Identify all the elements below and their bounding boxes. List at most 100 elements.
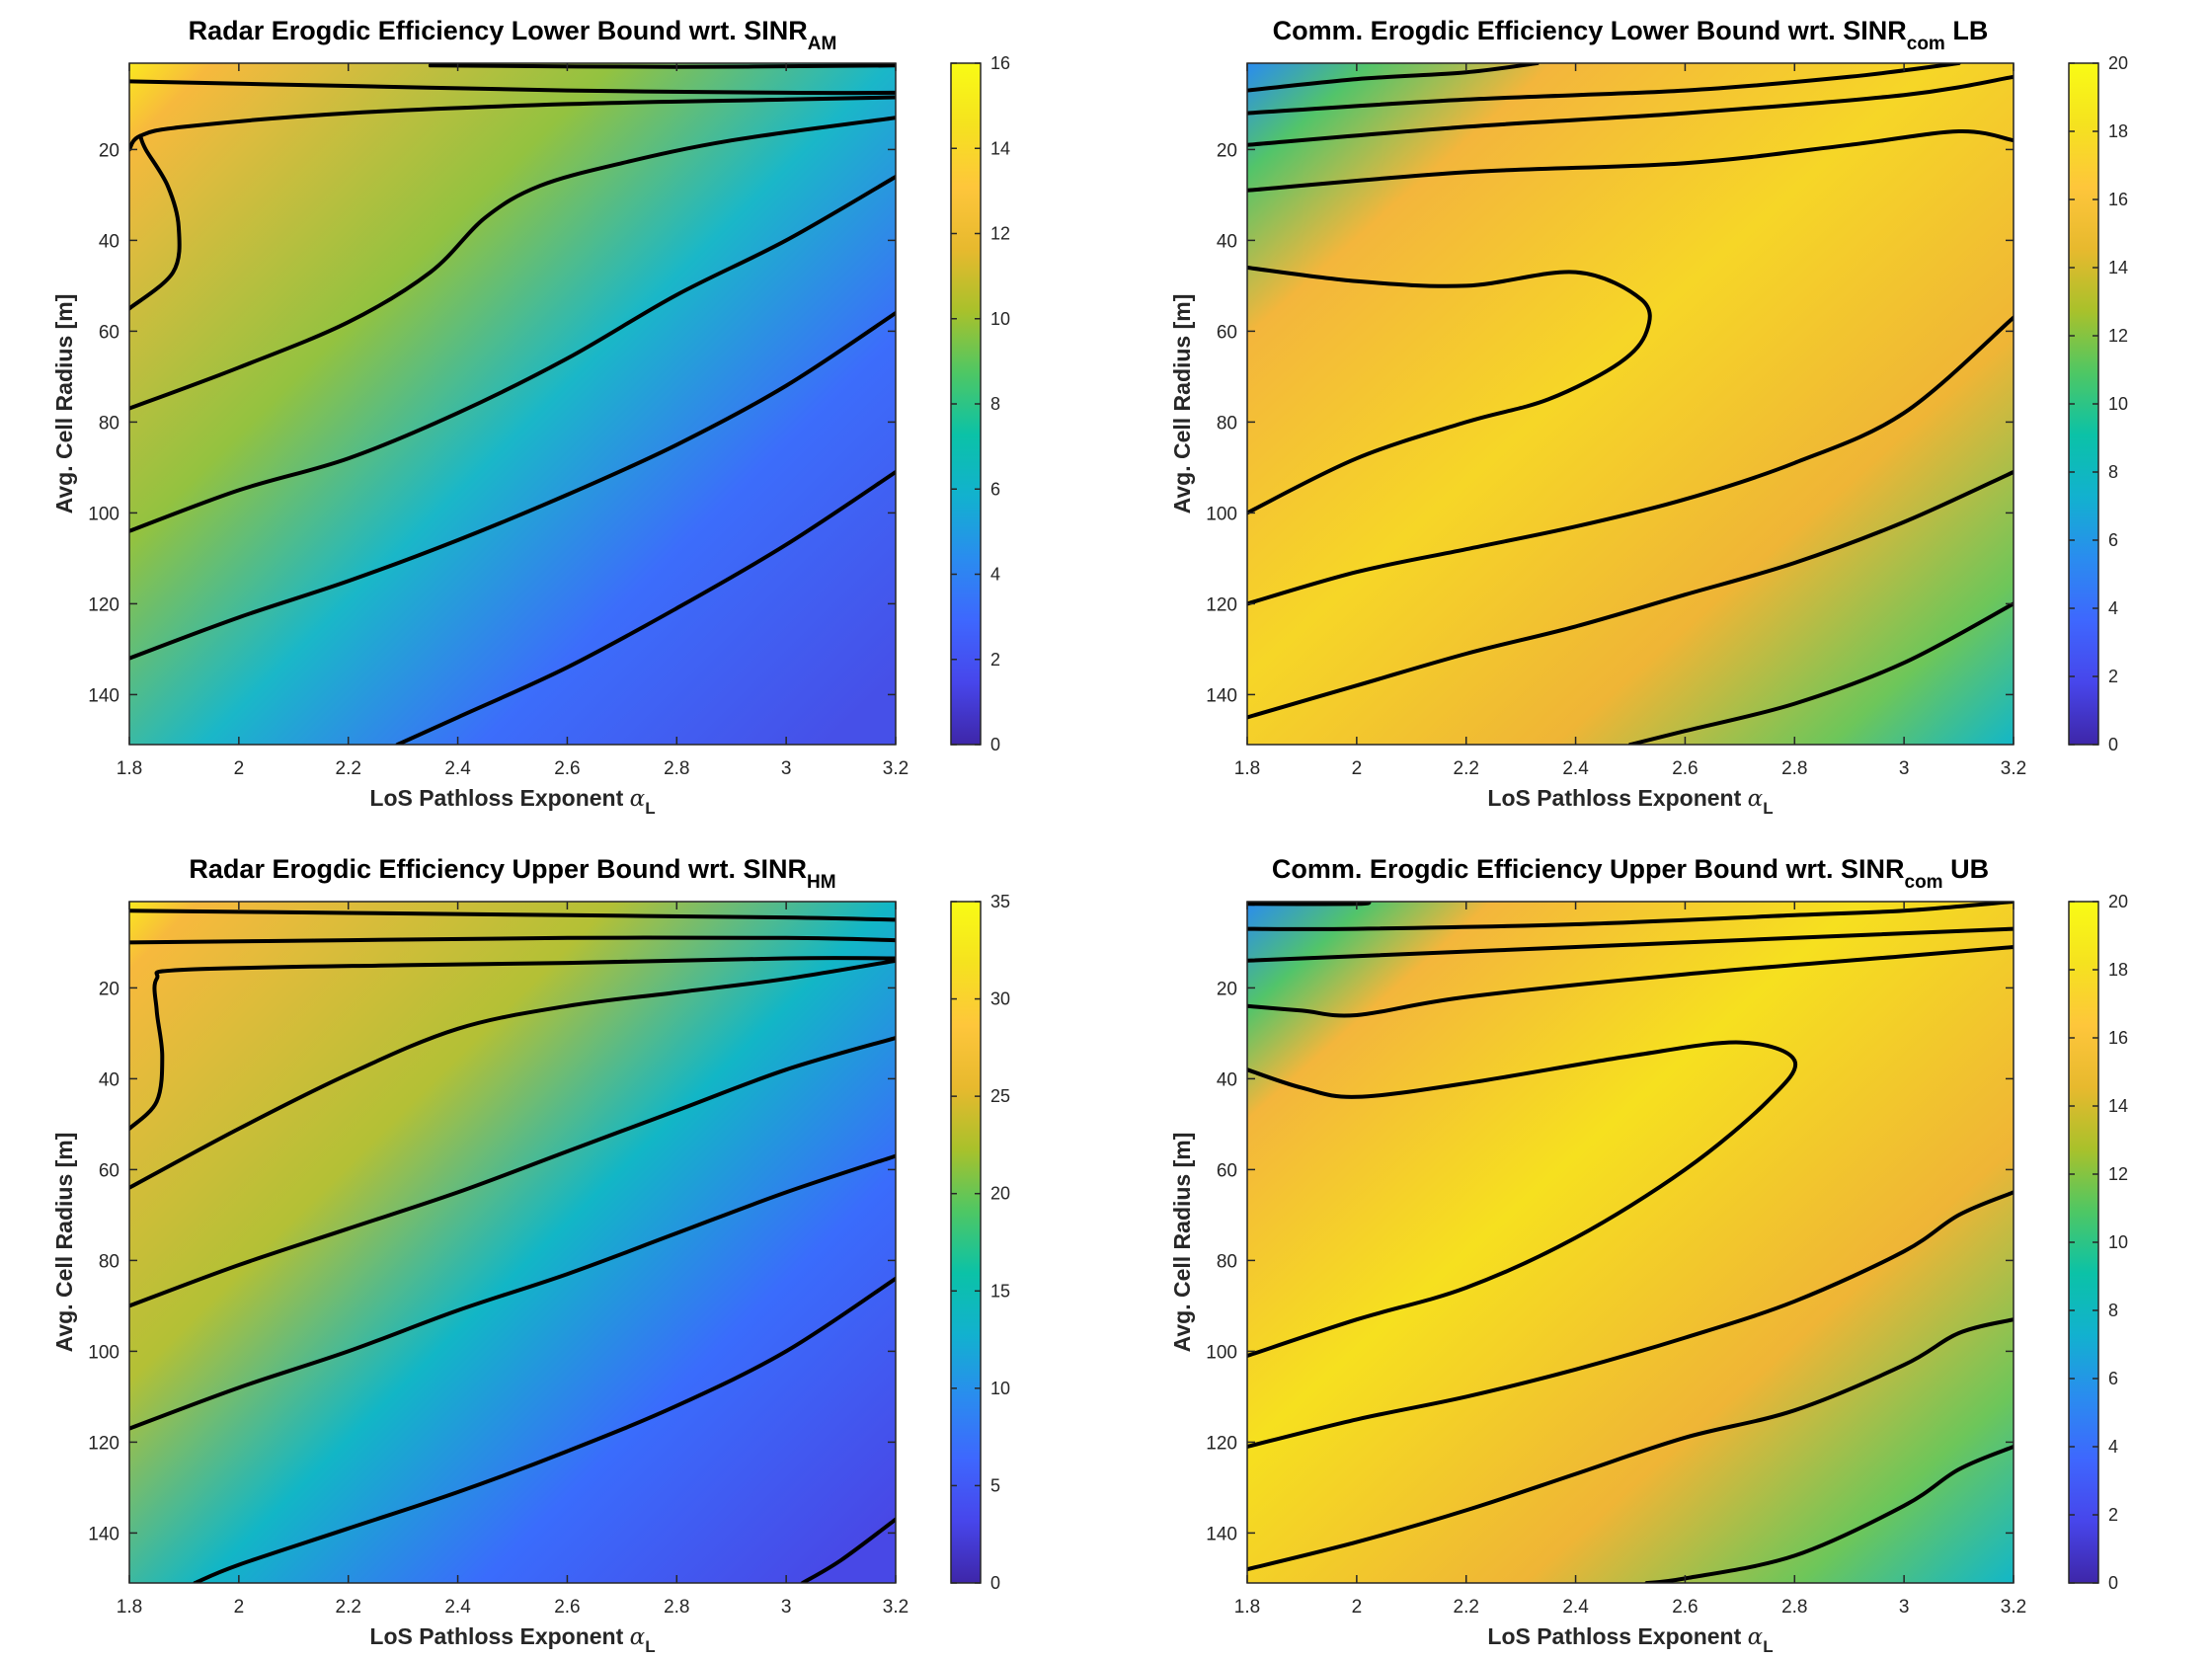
- contour-line-7: [129, 311, 896, 661]
- axes-frame: [1246, 901, 2014, 1584]
- colorbar-scale: [950, 901, 982, 1584]
- colorbar-tick-label: 10: [990, 1379, 1010, 1398]
- chart-title: Radar Erogdic Efficiency Upper Bound wrt…: [189, 854, 835, 893]
- colorbar-tick-label: 5: [990, 1475, 1000, 1495]
- x-tick-label: 3.2: [2001, 758, 2026, 779]
- colorbar-tick-label: 14: [2108, 258, 2128, 277]
- y-tick-label: 80: [1217, 413, 1237, 434]
- colorbar-tick-label: 20: [990, 1184, 1010, 1204]
- x-tick-label: 2.2: [336, 758, 361, 779]
- contour-line-4: [1247, 945, 2014, 1018]
- contour-line-8: [395, 470, 896, 745]
- chart-panel-1: 1.8 2 2.2 2.4 2.6 2.8 3 3.220406080100120140LoS…: [51, 16, 1010, 818]
- x-axis-label: LoS Pathloss Exponent αL: [369, 785, 655, 818]
- y-tick-label: 20: [99, 979, 119, 999]
- axes-frame: [128, 62, 897, 746]
- x-tick-label: 2.4: [444, 1597, 471, 1618]
- colorbar-tick-label: 0: [990, 735, 1000, 754]
- colorbar-tick-label: 10: [2108, 1232, 2128, 1252]
- colorbar-tick-label: 10: [990, 309, 1010, 329]
- colorbar-tick-label: 8: [2108, 1301, 2118, 1320]
- contour-line-1: [129, 908, 896, 922]
- contour-line-7: [193, 1276, 896, 1583]
- x-tick-label: 2.2: [1454, 758, 1479, 779]
- colorbar-tick-label: 25: [990, 1086, 1010, 1106]
- colorbar-tick-label: 4: [990, 565, 1000, 585]
- x-tick-label: 3.2: [883, 1597, 908, 1618]
- y-tick-label: 40: [99, 231, 119, 252]
- contour-line-2: [129, 935, 896, 945]
- y-tick-label: 40: [1217, 1069, 1237, 1090]
- colorbar-tick-label: 10: [2108, 394, 2128, 414]
- axes-frame: [1246, 62, 2014, 746]
- y-tick-label: 140: [1206, 685, 1237, 706]
- x-tick-label: 2.8: [1781, 758, 1807, 779]
- x-tick-label: 1.8: [117, 758, 142, 779]
- colorbar-tick-label: 6: [2108, 530, 2118, 550]
- colorbar-tick-label: 12: [990, 224, 1010, 244]
- colorbar: 0 2 4 6 8 10 12 14 16 18 20: [2068, 892, 2128, 1593]
- y-tick-label: 140: [1206, 1524, 1237, 1544]
- x-tick-label: 2.8: [664, 1597, 689, 1618]
- colorbar-tick-label: 18: [2108, 121, 2128, 141]
- colorbar-tick-label: 14: [2108, 1096, 2128, 1116]
- y-axis-label: Avg. Cell Radius [m]: [1169, 1133, 1195, 1353]
- colorbar-tick-label: 35: [990, 892, 1010, 911]
- y-tick-label: 140: [88, 1524, 119, 1544]
- chart-panel-2: 1.8 2 2.2 2.4 2.6 2.8 3 3.220406080100120140LoS…: [1169, 16, 2128, 818]
- colorbar-tick-label: 8: [990, 394, 1000, 414]
- colorbar: 0 2 4 6 8 10 12 14 16: [950, 53, 1010, 754]
- y-tick-label: 20: [1217, 140, 1237, 161]
- heatmap-surface: [1247, 902, 2014, 1583]
- y-tick-label: 60: [1217, 322, 1237, 343]
- x-tick-label: 2: [1352, 1597, 1363, 1618]
- x-tick-label: 2.2: [1454, 1597, 1479, 1618]
- x-tick-label: 3: [781, 1597, 792, 1618]
- y-axis-label: Avg. Cell Radius [m]: [51, 294, 77, 514]
- contour-line-1: [428, 63, 896, 69]
- y-tick-label: 60: [1217, 1160, 1237, 1181]
- chart-panel-3: 1.8 2 2.2 2.4 2.6 2.8 3 3.220406080100120140LoS…: [51, 854, 1010, 1656]
- contour-line-2: [1247, 63, 1961, 116]
- y-tick-label: 40: [99, 1069, 119, 1090]
- contour-line-5: [1247, 1040, 1798, 1358]
- x-tick-label: 2.4: [444, 758, 471, 779]
- contour-line-6: [1247, 315, 2014, 606]
- x-tick-label: 2.6: [1672, 1597, 1698, 1618]
- colorbar-tick-label: 20: [2108, 53, 2128, 73]
- heatmap-surface: [1247, 63, 2014, 745]
- colorbar-tick-label: 6: [2108, 1369, 2118, 1388]
- x-tick-label: 2.8: [664, 758, 689, 779]
- axes-frame: [128, 901, 897, 1584]
- x-tick-label: 1.8: [1234, 758, 1260, 779]
- y-tick-label: 80: [99, 1251, 119, 1272]
- y-tick-label: 40: [1217, 231, 1237, 252]
- colorbar-tick-label: 4: [2108, 1437, 2118, 1457]
- contour-line-5: [1247, 266, 1652, 515]
- heatmap-surface: [129, 902, 896, 1583]
- y-tick-label: 100: [88, 504, 119, 524]
- colorbar-tick-label: 14: [990, 138, 1010, 158]
- colorbar-tick-label: 12: [2108, 326, 2128, 346]
- colorbar-tick-label: 2: [990, 650, 1000, 670]
- x-axis-label: LoS Pathloss Exponent αL: [1487, 1623, 1773, 1656]
- x-tick-label: 2: [1352, 758, 1363, 779]
- contour-line-8: [1628, 601, 2014, 745]
- contour-line-3: [1247, 926, 2014, 963]
- x-tick-label: 3: [1899, 1597, 1910, 1618]
- contour-line-3: [1247, 74, 2014, 147]
- colorbar-tick-label: 16: [2108, 190, 2128, 209]
- contour-line-6: [129, 175, 896, 533]
- y-tick-label: 120: [88, 1433, 119, 1454]
- colorbar-tick-label: 16: [2108, 1028, 2128, 1048]
- y-axis-label: Avg. Cell Radius [m]: [51, 1133, 77, 1353]
- colorbar: 0 2 4 6 8 10 12 14 16 18 20: [2068, 53, 2128, 754]
- colorbar-tick-label: 0: [990, 1573, 1000, 1593]
- contour-line-1: [1247, 63, 1540, 93]
- contour-line-7: [1247, 470, 2014, 720]
- colorbar-tick-label: 30: [990, 989, 1010, 1009]
- y-tick-label: 80: [1217, 1251, 1237, 1272]
- y-tick-label: 60: [99, 1160, 119, 1181]
- contour-line-4: [129, 133, 182, 311]
